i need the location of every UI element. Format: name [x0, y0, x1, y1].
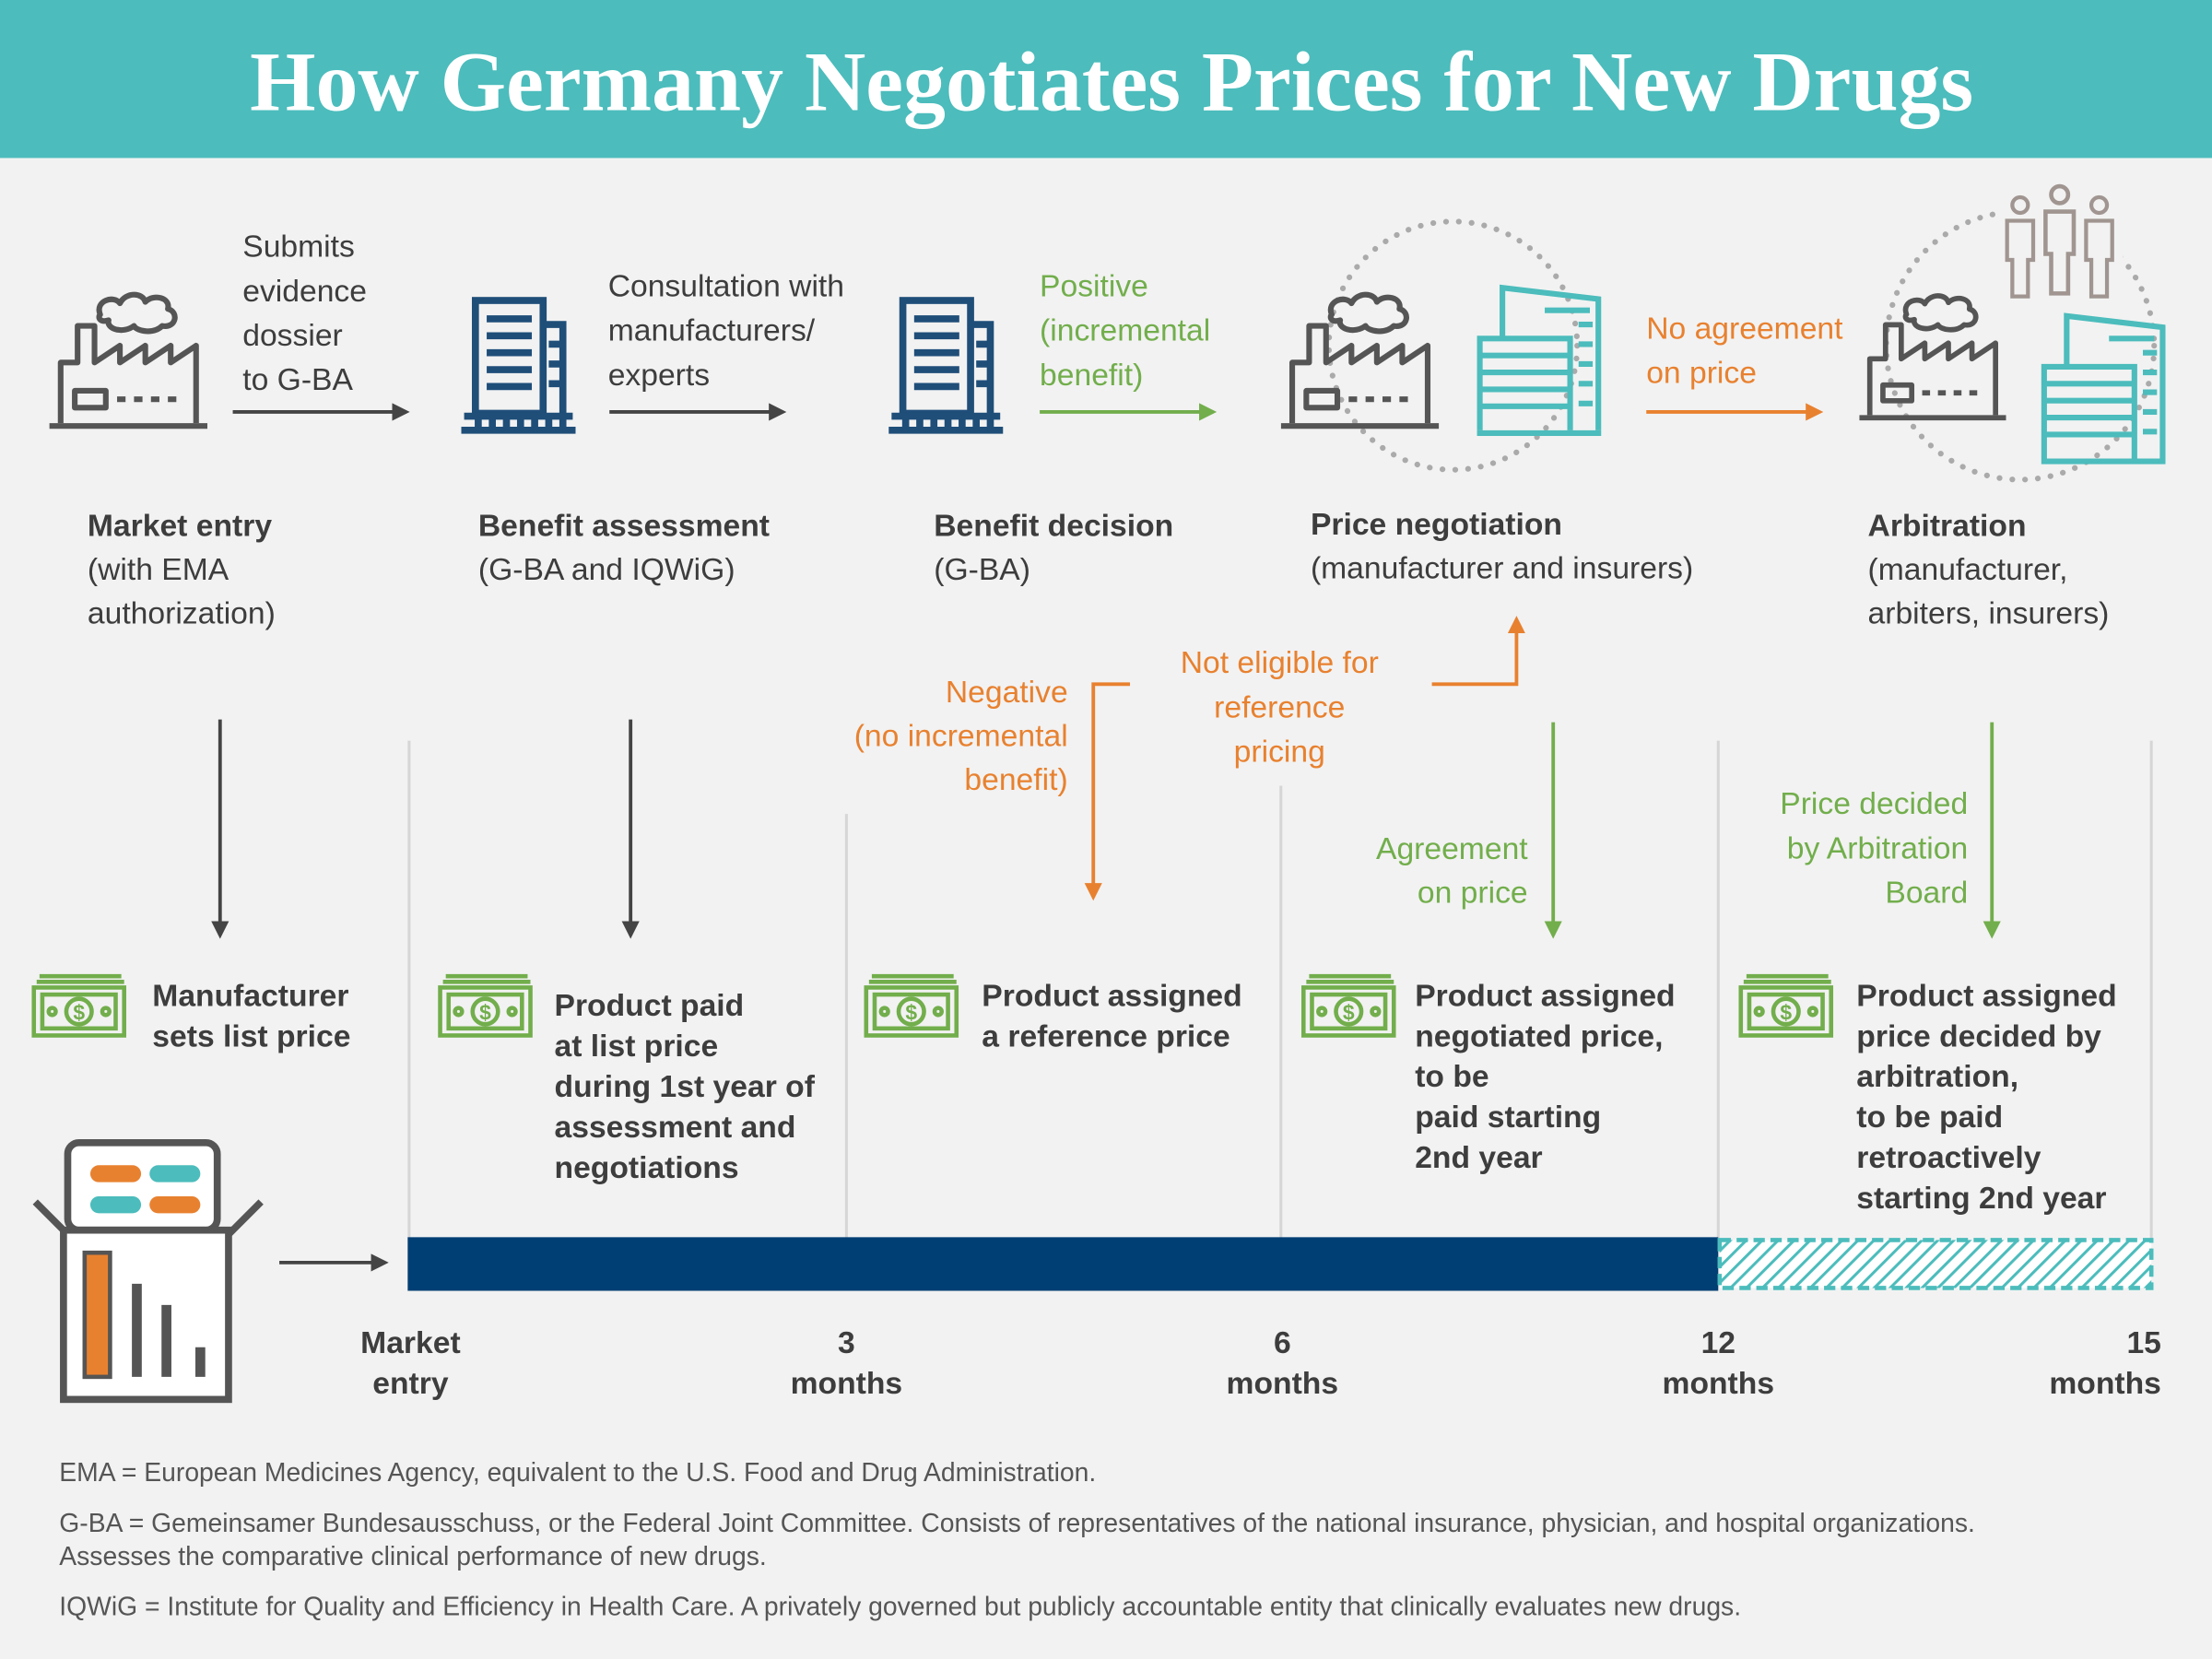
- timeline-label: months: [1663, 1367, 1775, 1401]
- arrow: [1084, 682, 1131, 901]
- outcome-label: negotiations: [555, 1151, 739, 1185]
- outcome-label: a reference price: [982, 1019, 1230, 1053]
- outcome-label: paid starting: [1415, 1100, 1601, 1135]
- stage-name: Benefit decision: [934, 510, 1173, 544]
- stage-detail: (manufacturer,: [1868, 553, 2068, 587]
- stage-detail: (manufacturer and insurers): [1311, 552, 1693, 586]
- pill: [89, 1195, 142, 1214]
- stage-detail: (G-BA and IQWiG): [478, 553, 735, 587]
- stage-name: Price negotiation: [1311, 508, 1562, 542]
- footnote: G-BA = Gemeinsamer Bundesausschuss, or t…: [59, 1508, 1975, 1537]
- drug-icon: [32, 1138, 264, 1404]
- footnote: Assesses the comparative clinical perfor…: [59, 1541, 767, 1571]
- timeline-label: months: [1227, 1367, 1339, 1401]
- box-stripe: [82, 1250, 112, 1380]
- outcome-label: to be paid: [1856, 1100, 2003, 1135]
- stage-detail: (G-BA): [934, 553, 1030, 587]
- stage-name: Market entry: [88, 510, 272, 544]
- branch-label: by Arbitration: [1787, 831, 1968, 865]
- outcome-label: arbitration,: [1856, 1060, 2018, 1094]
- outcome-label: Manufacturer: [152, 979, 348, 1013]
- pill: [89, 1165, 142, 1182]
- outcome-label: during 1st year of: [555, 1070, 816, 1104]
- branch-label: Not eligible for: [1181, 646, 1379, 680]
- transition-label: Consultation with: [608, 269, 844, 303]
- branch-label: Agreement: [1376, 832, 1528, 866]
- outcome-label: assessment and: [555, 1111, 796, 1145]
- circle-gap: [1995, 180, 2124, 300]
- timeline-label: 6: [1274, 1326, 1291, 1360]
- pill: [149, 1165, 201, 1182]
- transition-label: Positive: [1040, 269, 1148, 303]
- outcome-label: retroactively: [1856, 1141, 2041, 1175]
- icons: [50, 180, 2166, 483]
- transition-label: evidence: [242, 275, 367, 309]
- stage-name: Arbitration: [1868, 510, 2027, 544]
- outcome-label: 2nd year: [1415, 1141, 1542, 1175]
- outcome-label: at list price: [555, 1030, 719, 1064]
- timeline-label: 12: [1701, 1326, 1735, 1360]
- dotted-circle: [1325, 218, 1581, 473]
- stage-detail: (with EMA: [88, 553, 229, 587]
- bar-solid: [407, 1237, 1719, 1291]
- outcome-label: starting 2nd year: [1856, 1182, 2106, 1216]
- outcome-label: to be: [1415, 1060, 1488, 1094]
- timeline-label: Market: [360, 1326, 461, 1360]
- transition-label: benefit): [1040, 359, 1143, 393]
- branch-label: (no incremental: [854, 720, 1068, 754]
- stage-detail: arbiters, insurers): [1868, 597, 2110, 631]
- arrows: [211, 403, 2001, 1272]
- outcome-label: price decided by: [1856, 1019, 2101, 1053]
- branch-label: benefit): [964, 763, 1067, 797]
- branch-label: on price: [1418, 877, 1528, 911]
- branch-label: Board: [1885, 877, 1968, 911]
- footnote: IQWiG = Institute for Quality and Effici…: [59, 1592, 1741, 1621]
- transition-label: dossier: [242, 319, 343, 353]
- box-stripe: [132, 1283, 206, 1377]
- header-band: [0, 0, 2212, 159]
- transition-label: (incremental: [1040, 314, 1210, 348]
- outcome-label: Product assigned: [982, 979, 1241, 1013]
- branch-label: Negative: [946, 676, 1068, 710]
- timeline-label: 15: [2126, 1326, 2160, 1360]
- outcome-label: Product assigned: [1415, 979, 1675, 1013]
- outcome-label: negotiated price,: [1415, 1019, 1663, 1053]
- transition-label: to G-BA: [242, 363, 353, 397]
- stage-name: Benefit assessment: [478, 510, 770, 544]
- transition-label: on price: [1646, 357, 1757, 391]
- stage-detail: authorization): [88, 597, 276, 631]
- outcome-label: Product assigned: [1856, 979, 2116, 1013]
- branch-label: reference: [1214, 690, 1345, 724]
- bar-hatched: [1717, 1238, 2154, 1290]
- transition-label: manufacturers/: [608, 314, 816, 348]
- branch-label: Price decided: [1780, 787, 1968, 821]
- timeline-guides: [407, 740, 2153, 1241]
- outcome-label: sets list price: [152, 1019, 350, 1053]
- timeline-label: 3: [838, 1326, 855, 1360]
- outcome-label: Product paid: [555, 989, 745, 1023]
- pill: [149, 1195, 201, 1214]
- footnote: EMA = European Medicines Agency, equival…: [59, 1457, 1096, 1487]
- branch-label: pricing: [1234, 735, 1325, 770]
- arrow: [1431, 616, 1525, 687]
- timeline-label: months: [791, 1367, 903, 1401]
- timeline-label: months: [2049, 1367, 2161, 1401]
- timeline-label: entry: [372, 1367, 449, 1401]
- title: How Germany Negotiates Prices for New Dr…: [250, 34, 1973, 128]
- transition-label: No agreement: [1646, 312, 1843, 346]
- blister: [64, 1138, 221, 1234]
- transition-label: experts: [608, 359, 710, 393]
- timeline-bar: [407, 1237, 2154, 1291]
- transition-label: Submits: [242, 230, 355, 265]
